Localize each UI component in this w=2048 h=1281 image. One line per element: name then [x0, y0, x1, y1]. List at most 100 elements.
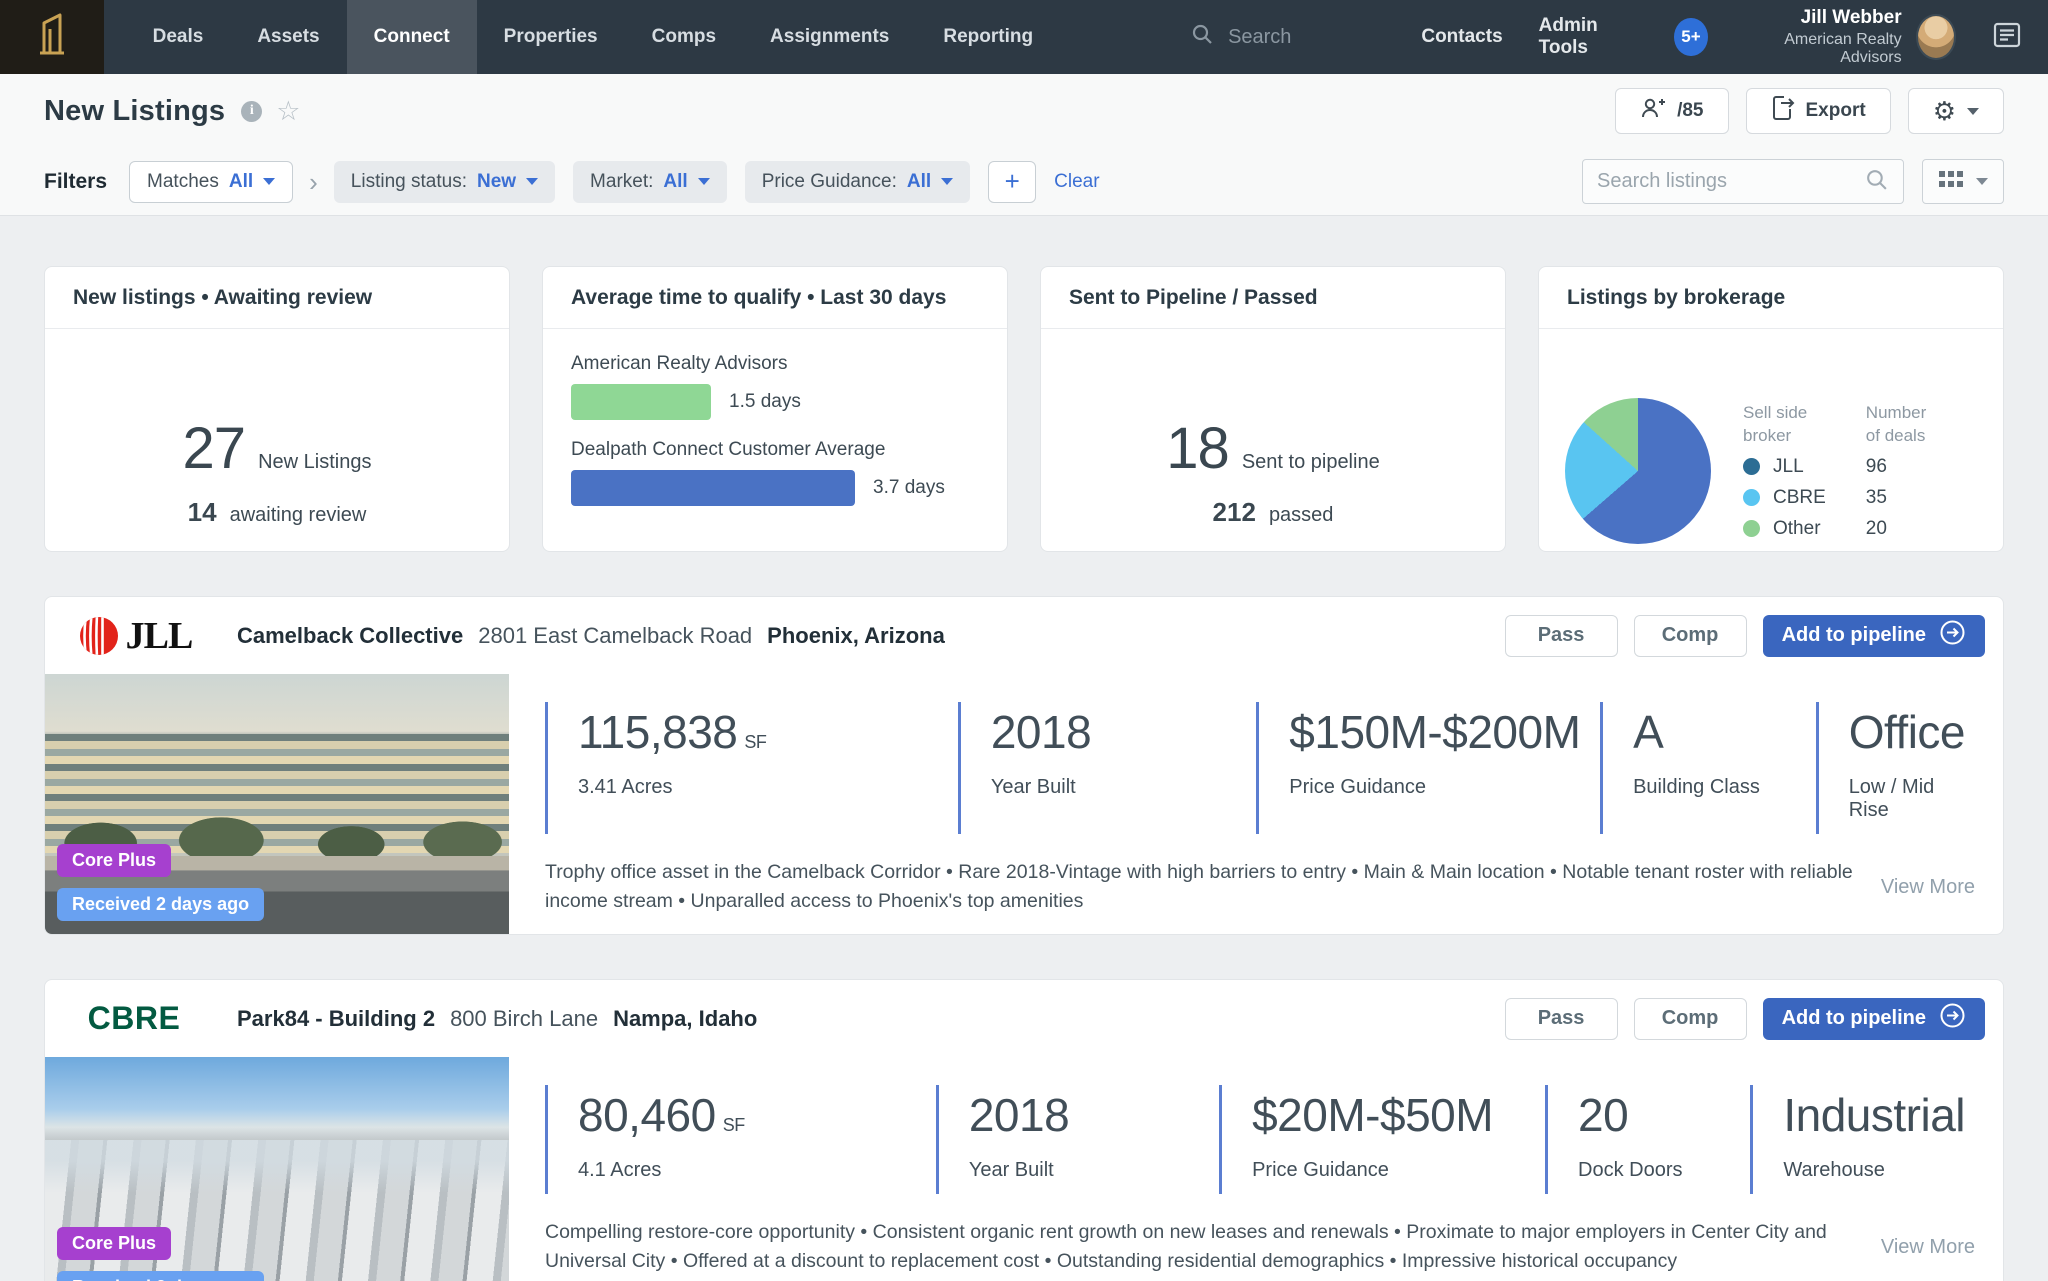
- view-toggle-button[interactable]: [1922, 159, 2004, 204]
- passed-count: 212: [1213, 497, 1256, 528]
- nav-item-assets[interactable]: Assets: [230, 0, 346, 74]
- nav-item-assignments[interactable]: Assignments: [743, 0, 916, 74]
- export-button[interactable]: Export: [1746, 88, 1891, 134]
- notification-badge[interactable]: 5+: [1674, 18, 1707, 56]
- user-name: Jill Webber: [1744, 7, 1902, 29]
- listing-address: 2801 East Camelback Road: [478, 623, 752, 649]
- received-badge: Received 2 days ago: [57, 888, 264, 921]
- metric-value: A: [1633, 705, 1663, 759]
- nav-item-contacts[interactable]: Contacts: [1421, 26, 1502, 48]
- nav-item-admin-tools[interactable]: Admin Tools: [1539, 15, 1639, 59]
- brokerage-pie-chart: [1565, 398, 1711, 544]
- assign-users-button[interactable]: /85: [1615, 88, 1728, 134]
- nav-item-deals[interactable]: Deals: [126, 0, 231, 74]
- legend-header-deals: Number of deals: [1866, 402, 1926, 446]
- search-listings-input[interactable]: [1597, 170, 1864, 193]
- view-more-link[interactable]: View More: [1855, 1236, 1975, 1259]
- metric-value: 80,460: [578, 1088, 716, 1142]
- description-row: Compelling restore-core opportunity • Co…: [545, 1218, 1975, 1277]
- card-body: Sell side broker Number of deals JLL 96 …: [1539, 329, 2003, 552]
- card-title: Average time to qualify • Last 30 days: [543, 267, 1007, 329]
- add-to-pipeline-button[interactable]: Add to pipeline: [1763, 615, 1985, 657]
- user-menu[interactable]: Jill Webber American Realty Advisors: [1744, 7, 1956, 67]
- stat-secondary: 212 passed: [1213, 497, 1334, 528]
- card-avg-time-to-qualify: Average time to qualify • Last 30 days A…: [542, 266, 1008, 552]
- view-more-link[interactable]: View More: [1855, 876, 1975, 899]
- filter-label: Market:: [590, 171, 653, 193]
- metric-sublabel: Dock Doors: [1578, 1159, 1740, 1182]
- search-icon: [1864, 167, 1889, 197]
- nav-item-properties[interactable]: Properties: [477, 0, 625, 74]
- avatar[interactable]: [1916, 14, 1956, 60]
- listing-card-park84-building-2: CBRE Park84 - Building 2 800 Birch Lane …: [44, 979, 2004, 1281]
- settings-button[interactable]: ⚙: [1908, 88, 2004, 134]
- nav-item-reporting[interactable]: Reporting: [916, 0, 1060, 74]
- nav-right: Contacts Admin Tools 5+ Jill Webber Amer…: [1421, 0, 2048, 74]
- received-badge: Received 2 days ago: [57, 1271, 264, 1281]
- listing-city: Phoenix, Arizona: [767, 623, 945, 649]
- metric-unit: SF: [723, 1115, 745, 1136]
- favorite-star-icon[interactable]: ☆: [276, 98, 300, 125]
- filter-price-guidance[interactable]: Price Guidance: All: [745, 161, 970, 203]
- card-new-listings: New listings • Awaiting review 27 New Li…: [44, 266, 510, 552]
- metric-value: 2018: [991, 705, 1091, 759]
- plus-icon: +: [1005, 166, 1020, 197]
- nav-item-comps[interactable]: Comps: [625, 0, 743, 74]
- pass-button[interactable]: Pass: [1505, 615, 1618, 657]
- building-logo-icon: [31, 11, 73, 64]
- global-search[interactable]: Search: [1190, 0, 1421, 74]
- metric-value: $150M-$200M: [1289, 705, 1580, 759]
- comp-button[interactable]: Comp: [1634, 615, 1747, 657]
- metric-value: 20: [1578, 1088, 1628, 1142]
- chevron-down-icon: [263, 178, 275, 185]
- legend-row-jll: JLL: [1743, 456, 1826, 478]
- stat-primary: 18 Sent to pipeline: [1166, 415, 1379, 482]
- legend-header-broker: Sell side broker: [1743, 402, 1826, 446]
- listing-card-camelback-collective: JLL Camelback Collective 2801 East Camel…: [44, 596, 2004, 935]
- metric-asset-type: Office Low / Mid Rise: [1816, 702, 1975, 834]
- filter-market[interactable]: Market: All: [573, 161, 727, 203]
- filter-value: All: [907, 171, 931, 193]
- cbre-wordmark: CBRE: [88, 1000, 181, 1037]
- title-actions: /85 Export ⚙: [1615, 88, 2004, 134]
- add-to-pipeline-label: Add to pipeline: [1782, 1007, 1926, 1030]
- app-logo[interactable]: [0, 0, 104, 74]
- nav-item-connect[interactable]: Connect: [347, 0, 477, 74]
- legend-row-cbre: CBRE: [1743, 487, 1826, 509]
- listing-header: CBRE Park84 - Building 2 800 Birch Lane …: [45, 980, 2003, 1057]
- gear-icon: ⚙: [1933, 98, 1956, 124]
- info-icon[interactable]: i: [241, 101, 262, 122]
- listing-description: Compelling restore-core opportunity • Co…: [545, 1218, 1855, 1277]
- add-filter-button[interactable]: +: [988, 161, 1036, 203]
- card-title: Listings by brokerage: [1539, 267, 2003, 329]
- legend-count: 35: [1866, 487, 1926, 509]
- comp-button[interactable]: Comp: [1634, 998, 1747, 1040]
- pass-button[interactable]: Pass: [1505, 998, 1618, 1040]
- metric-price-guidance: $20M-$50M Price Guidance: [1219, 1085, 1545, 1194]
- filter-label: Listing status:: [351, 171, 467, 193]
- top-nav: Deals Assets Connect Properties Comps As…: [0, 0, 2048, 74]
- clear-filters-link[interactable]: Clear: [1054, 171, 1099, 193]
- passed-label: passed: [1269, 504, 1334, 527]
- strategy-badge: Core Plus: [57, 1227, 171, 1260]
- jll-logo: JLL: [45, 613, 223, 659]
- chevron-right-icon: ›: [309, 169, 318, 195]
- card-body: 18 Sent to pipeline 212 passed: [1041, 329, 1505, 552]
- filter-label: Price Guidance:: [762, 171, 897, 193]
- awaiting-review-count: 14: [188, 497, 217, 528]
- listing-description: Trophy office asset in the Camelback Cor…: [545, 858, 1855, 917]
- filter-listing-status[interactable]: Listing status: New: [334, 161, 555, 203]
- chevron-down-icon: [526, 178, 538, 185]
- export-icon: [1771, 95, 1795, 127]
- metrics-row: 115,838SF 3.41 Acres 2018 Year Built $15…: [545, 702, 1975, 834]
- new-listings-count: 27: [183, 415, 246, 482]
- grid-view-icon: [1938, 169, 1964, 194]
- filter-matches[interactable]: Matches All: [129, 161, 293, 203]
- blue-bar: [571, 470, 855, 506]
- awaiting-review-label: awaiting review: [230, 504, 367, 527]
- nav-items: Deals Assets Connect Properties Comps As…: [126, 0, 1060, 74]
- metric-sublabel: Price Guidance: [1289, 776, 1590, 799]
- tasks-icon[interactable]: [1992, 21, 2022, 54]
- add-to-pipeline-button[interactable]: Add to pipeline: [1763, 998, 1985, 1040]
- jll-wordmark: JLL: [126, 614, 193, 658]
